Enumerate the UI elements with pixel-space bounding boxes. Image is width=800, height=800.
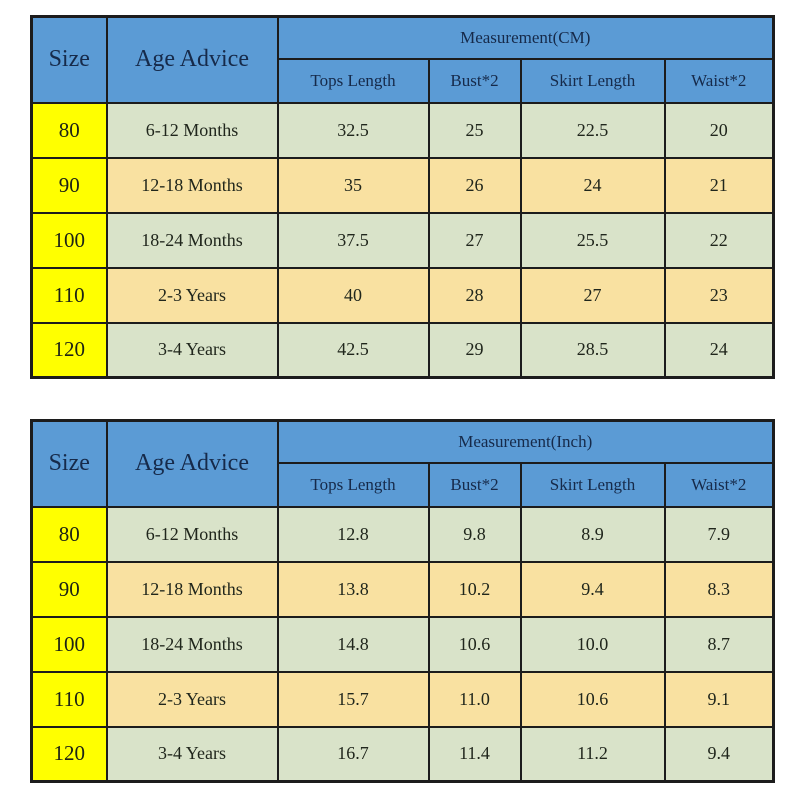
table-row: 110 2-3 Years 40 28 27 23 xyxy=(30,266,775,324)
age-cell: 12-18 Months xyxy=(105,560,279,618)
table-row: 80 6-12 Months 32.5 25 22.5 20 xyxy=(30,101,775,159)
header-row-group: Size Age Advice Measurement(CM) xyxy=(30,15,775,104)
value-cell: 12.8 xyxy=(276,505,430,563)
value-cell: 9.4 xyxy=(519,560,666,618)
value-cell: 25 xyxy=(427,101,522,159)
col-header-tops-length: Tops Length xyxy=(276,57,430,104)
table-row: 120 3-4 Years 16.7 11.4 11.2 9.4 xyxy=(30,725,775,783)
value-cell: 8.3 xyxy=(663,560,775,618)
size-chart-page: Size Age Advice Measurement(CM) Tops Len… xyxy=(30,15,775,783)
value-cell: 22.5 xyxy=(519,101,666,159)
col-header-skirt-length: Skirt Length xyxy=(519,461,666,508)
value-cell: 29 xyxy=(427,321,522,379)
age-cell: 6-12 Months xyxy=(105,505,279,563)
value-cell: 9.8 xyxy=(427,505,522,563)
value-cell: 8.7 xyxy=(663,615,775,673)
measurement-inch-group-header: Measurement(Inch) xyxy=(276,419,775,464)
size-chart-table-cm: Size Age Advice Measurement(CM) Tops Len… xyxy=(30,15,775,379)
table-row: 90 12-18 Months 35 26 24 21 xyxy=(30,156,775,214)
header-row-columns: Tops Length Bust*2 Skirt Length Waist*2 xyxy=(32,461,775,508)
header-row-columns: Tops Length Bust*2 Skirt Length Waist*2 xyxy=(32,57,775,104)
size-column-header: Size xyxy=(30,419,108,508)
col-header-skirt-length: Skirt Length xyxy=(519,57,666,104)
value-cell: 40 xyxy=(276,266,430,324)
size-cell: 110 xyxy=(30,670,108,728)
size-cell: 100 xyxy=(30,615,108,673)
age-cell: 6-12 Months xyxy=(105,101,279,159)
age-advice-column-header: Age Advice xyxy=(105,15,279,104)
age-cell: 2-3 Years xyxy=(105,670,279,728)
value-cell: 35 xyxy=(276,156,430,214)
value-cell: 25.5 xyxy=(519,211,666,269)
col-header-bust: Bust*2 xyxy=(427,461,522,508)
size-cell: 90 xyxy=(30,156,108,214)
size-cell: 120 xyxy=(30,725,108,783)
table-row: 100 18-24 Months 37.5 27 25.5 22 xyxy=(30,211,775,269)
value-cell: 20 xyxy=(663,101,775,159)
col-header-bust: Bust*2 xyxy=(427,57,522,104)
value-cell: 10.2 xyxy=(427,560,522,618)
table-row: 110 2-3 Years 15.7 11.0 10.6 9.1 xyxy=(30,670,775,728)
age-cell: 18-24 Months xyxy=(105,211,279,269)
size-cell: 80 xyxy=(30,505,108,563)
table-row: 80 6-12 Months 12.8 9.8 8.9 7.9 xyxy=(30,505,775,563)
size-cell: 90 xyxy=(30,560,108,618)
value-cell: 11.2 xyxy=(519,725,666,783)
value-cell: 9.4 xyxy=(663,725,775,783)
value-cell: 7.9 xyxy=(663,505,775,563)
value-cell: 8.9 xyxy=(519,505,666,563)
value-cell: 42.5 xyxy=(276,321,430,379)
value-cell: 28 xyxy=(427,266,522,324)
table-row: 90 12-18 Months 13.8 10.2 9.4 8.3 xyxy=(30,560,775,618)
value-cell: 11.0 xyxy=(427,670,522,728)
value-cell: 28.5 xyxy=(519,321,666,379)
table-row: 120 3-4 Years 42.5 29 28.5 24 xyxy=(30,321,775,379)
age-cell: 18-24 Months xyxy=(105,615,279,673)
value-cell: 24 xyxy=(519,156,666,214)
value-cell: 10.6 xyxy=(519,670,666,728)
age-cell: 2-3 Years xyxy=(105,266,279,324)
size-cell: 110 xyxy=(30,266,108,324)
value-cell: 22 xyxy=(663,211,775,269)
value-cell: 32.5 xyxy=(276,101,430,159)
age-cell: 3-4 Years xyxy=(105,321,279,379)
value-cell: 11.4 xyxy=(427,725,522,783)
value-cell: 15.7 xyxy=(276,670,430,728)
col-header-tops-length: Tops Length xyxy=(276,461,430,508)
value-cell: 26 xyxy=(427,156,522,214)
col-header-waist: Waist*2 xyxy=(663,461,775,508)
size-column-header: Size xyxy=(30,15,108,104)
col-header-waist: Waist*2 xyxy=(663,57,775,104)
value-cell: 37.5 xyxy=(276,211,430,269)
value-cell: 10.6 xyxy=(427,615,522,673)
size-cell: 80 xyxy=(30,101,108,159)
value-cell: 14.8 xyxy=(276,615,430,673)
value-cell: 24 xyxy=(663,321,775,379)
value-cell: 16.7 xyxy=(276,725,430,783)
header-row-group: Size Age Advice Measurement(Inch) xyxy=(30,419,775,508)
value-cell: 27 xyxy=(519,266,666,324)
value-cell: 9.1 xyxy=(663,670,775,728)
size-cell: 120 xyxy=(30,321,108,379)
age-cell: 12-18 Months xyxy=(105,156,279,214)
age-advice-column-header: Age Advice xyxy=(105,419,279,508)
value-cell: 27 xyxy=(427,211,522,269)
measurement-cm-group-header: Measurement(CM) xyxy=(276,15,775,60)
age-cell: 3-4 Years xyxy=(105,725,279,783)
size-chart-table-inch: Size Age Advice Measurement(Inch) Tops L… xyxy=(30,419,775,783)
value-cell: 21 xyxy=(663,156,775,214)
value-cell: 23 xyxy=(663,266,775,324)
size-cell: 100 xyxy=(30,211,108,269)
table-row: 100 18-24 Months 14.8 10.6 10.0 8.7 xyxy=(30,615,775,673)
value-cell: 13.8 xyxy=(276,560,430,618)
value-cell: 10.0 xyxy=(519,615,666,673)
